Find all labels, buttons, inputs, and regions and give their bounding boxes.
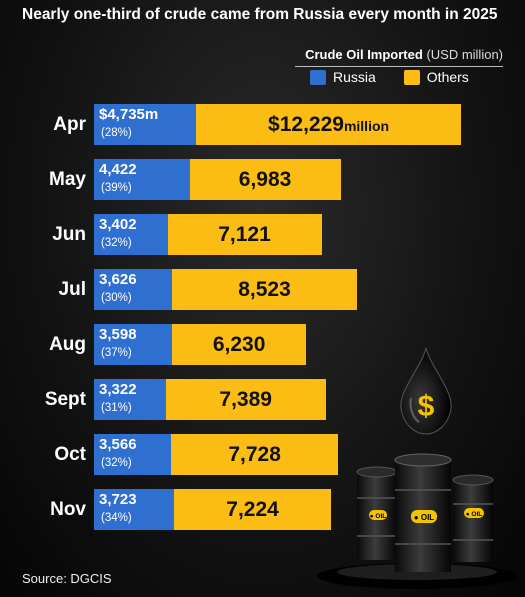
bar-russia: 3,598 (37%)	[94, 324, 172, 365]
legend-label-others: Others	[426, 69, 469, 85]
category-label: Aug	[49, 334, 86, 355]
bar-russia-value-label: 3,322	[99, 381, 137, 398]
bar-russia-share-label: (32%)	[101, 457, 132, 469]
legend-unit: (USD million)	[426, 47, 503, 62]
bar-russia-value-label: 3,598	[99, 326, 137, 343]
bar-others-value: 6,983	[238, 168, 292, 191]
bar-russia: 3,566 (32%)	[94, 434, 172, 475]
bar-russia-share-label: (28%)	[101, 127, 132, 139]
bar-russia-value-label: 4,422	[99, 161, 137, 178]
bar-row-nov: Nov 3,723 (34%) 7,224	[0, 489, 525, 530]
bar-row-may: May 4,422 (39%) 6,983	[0, 159, 525, 200]
bar-others-value: $12,229	[268, 113, 344, 136]
bar-russia: 3,402 (32%)	[94, 214, 168, 255]
legend-divider	[295, 66, 503, 67]
legend-swatch-russia	[310, 69, 326, 85]
bar-others-value: 7,121	[218, 223, 271, 246]
bar-others: 8,523	[172, 269, 357, 310]
source-note: Source: DGCIS	[22, 571, 112, 586]
bar-row-jul: Jul 3,626 (30%) 8,523	[0, 269, 525, 310]
bar-others-value-label: 6,983	[190, 159, 341, 200]
bar-others-value-label: 7,389	[166, 379, 326, 420]
category-label: Jul	[58, 279, 86, 300]
svg-text:● OIL: ● OIL	[414, 513, 435, 522]
svg-text:$: $	[418, 390, 435, 423]
legend-label-russia: Russia	[333, 69, 376, 85]
bar-others-value: 7,389	[219, 388, 272, 411]
bar-russia-value-label: 3,626	[99, 271, 137, 288]
bar-russia-share-label: (39%)	[101, 182, 132, 194]
bar-others-value: 7,728	[228, 443, 281, 466]
oil-drop-dollar-icon: $	[400, 347, 452, 435]
legend: Russia Others	[310, 69, 469, 85]
legend-item-russia: Russia	[310, 69, 376, 85]
bar-others-value-label: 8,523	[172, 269, 356, 310]
bar-row-sept: Sept 3,322 (31%) 7,389	[0, 379, 525, 420]
bar-russia-share-label: (34%)	[101, 512, 132, 524]
bar-others: 7,121	[167, 214, 322, 255]
bar-others-value: 7,224	[226, 498, 279, 521]
bar-russia: 4,422 (39%)	[94, 159, 190, 200]
bar-russia-value-label: 3,402	[99, 216, 137, 233]
bar-others-value-label: 6,230	[172, 324, 307, 365]
legend-swatch-others	[403, 69, 420, 85]
bar-russia: 3,723 (34%)	[94, 489, 175, 530]
bar-russia-share-label: (32%)	[101, 237, 132, 249]
bar-others-value-label: $12,229million	[196, 104, 460, 147]
category-label: Jun	[52, 224, 86, 245]
bar-russia: 3,322 (31%)	[94, 379, 166, 420]
category-label: Nov	[50, 499, 86, 520]
bar-others: 6,983	[189, 159, 341, 200]
bar-russia-value-label: 3,723	[99, 491, 137, 508]
bar-russia-share-label: (30%)	[101, 292, 132, 304]
category-label: Sept	[44, 389, 86, 410]
bar-russia-share-label: (31%)	[101, 402, 132, 414]
bar-others-value-suffix: million	[343, 118, 390, 134]
bar-others-value: 6,230	[212, 333, 266, 356]
legend-title-text: Crude Oil Imported	[305, 47, 423, 62]
bar-others-value-label: 7,121	[168, 214, 322, 255]
bar-row-aug: Aug 3,598 (37%) 6,230	[0, 324, 525, 365]
legend-item-others: Others	[403, 69, 469, 85]
bar-russia: 3,626 (30%)	[94, 269, 173, 310]
bar-others-value: 8,523	[238, 278, 291, 301]
bar-others: 7,224	[174, 489, 331, 530]
bar-row-jun: Jun 3,402 (32%) 7,121	[0, 214, 525, 255]
bar-russia-value-label: $4,735m	[99, 106, 159, 123]
chart-title: Nearly one-third of crude came from Russ…	[22, 6, 498, 23]
svg-text:● OIL: ● OIL	[370, 513, 387, 520]
bar-russia-share-label: (37%)	[101, 347, 132, 359]
bar-russia-value-label: 3,566	[99, 436, 137, 453]
bar-row-oct: Oct 3,566 (32%) 7,728	[0, 434, 525, 475]
bar-others-value-label: 7,728	[171, 434, 338, 475]
bar-others-value-label: 7,224	[174, 489, 330, 530]
bar-others: 7,389	[165, 379, 326, 420]
category-label: May	[49, 169, 86, 190]
bar-others: $12,229million	[196, 104, 461, 147]
category-label: Oct	[54, 444, 86, 465]
bar-others: 6,230	[171, 324, 307, 365]
category-label: Apr	[53, 114, 86, 135]
oil-barrels-icon: ● OIL ● OIL ● OIL	[317, 453, 517, 589]
svg-text:● OIL: ● OIL	[466, 511, 483, 518]
legend-title: Crude Oil Imported (USD million)	[305, 47, 503, 62]
bar-row-apr: Apr $4,735m (28%) $12,229million	[0, 104, 525, 145]
bar-others: 7,728	[171, 434, 339, 475]
bar-russia: $4,735m (28%)	[94, 104, 197, 145]
